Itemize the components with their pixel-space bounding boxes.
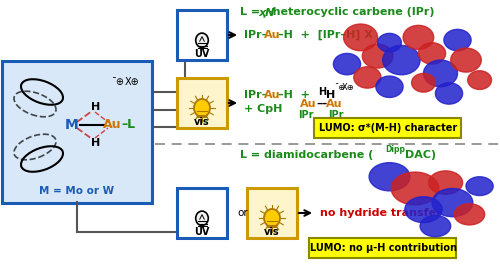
Text: LUMO: no μ-H contribution: LUMO: no μ-H contribution xyxy=(310,243,456,253)
Text: DAC): DAC) xyxy=(405,150,436,160)
Text: Au: Au xyxy=(300,99,316,109)
Text: IPr–: IPr– xyxy=(244,90,267,100)
Text: L =: L = xyxy=(240,7,264,17)
Ellipse shape xyxy=(264,209,280,227)
Text: H: H xyxy=(92,102,100,112)
Text: + CpH: + CpH xyxy=(244,104,282,114)
Circle shape xyxy=(391,172,439,205)
Circle shape xyxy=(403,25,434,49)
Circle shape xyxy=(405,197,442,223)
Circle shape xyxy=(450,48,482,72)
Text: Au: Au xyxy=(103,119,121,132)
FancyBboxPatch shape xyxy=(314,118,461,138)
Text: or: or xyxy=(238,208,248,218)
Text: Dipp: Dipp xyxy=(385,144,405,154)
Circle shape xyxy=(420,215,450,237)
Text: -heterocyclic carbene (IPr): -heterocyclic carbene (IPr) xyxy=(268,7,434,17)
Text: L = diamidocarbene (: L = diamidocarbene ( xyxy=(240,150,373,160)
Circle shape xyxy=(376,76,403,97)
Circle shape xyxy=(369,163,410,191)
Text: vis: vis xyxy=(194,117,210,127)
Circle shape xyxy=(362,44,393,68)
Text: M = Mo or W: M = Mo or W xyxy=(40,186,115,196)
Text: H: H xyxy=(326,90,335,100)
Text: no hydride transfer: no hydride transfer xyxy=(320,208,442,218)
Text: IPr: IPr xyxy=(298,110,314,120)
Text: UV: UV xyxy=(194,227,210,237)
Text: Au: Au xyxy=(326,99,342,109)
Text: –H  +  [IPr–H] X: –H + [IPr–H] X xyxy=(278,30,373,40)
Text: ¯⊕: ¯⊕ xyxy=(334,83,345,92)
Text: Au: Au xyxy=(264,90,280,100)
Ellipse shape xyxy=(196,211,208,226)
Circle shape xyxy=(424,60,458,87)
Text: X⊕: X⊕ xyxy=(124,77,140,87)
Circle shape xyxy=(344,24,378,51)
Text: vis: vis xyxy=(264,227,280,237)
Circle shape xyxy=(354,67,381,88)
Circle shape xyxy=(444,29,471,51)
Circle shape xyxy=(432,189,473,217)
Text: ҳN: ҳN xyxy=(258,7,274,17)
Circle shape xyxy=(412,73,436,92)
Text: X⊕: X⊕ xyxy=(342,83,355,92)
FancyBboxPatch shape xyxy=(309,238,456,258)
FancyBboxPatch shape xyxy=(177,188,227,238)
Circle shape xyxy=(418,43,446,64)
Text: LUMO: σ*(M-H) character: LUMO: σ*(M-H) character xyxy=(319,123,457,133)
Text: ¯⊕: ¯⊕ xyxy=(112,77,124,87)
Text: –H  +: –H + xyxy=(278,90,310,100)
Circle shape xyxy=(454,204,484,225)
Circle shape xyxy=(466,177,493,195)
FancyBboxPatch shape xyxy=(2,61,152,203)
Ellipse shape xyxy=(196,33,208,48)
Circle shape xyxy=(382,45,420,75)
Circle shape xyxy=(436,83,462,104)
Circle shape xyxy=(428,171,462,194)
Circle shape xyxy=(334,53,360,75)
Text: –L: –L xyxy=(121,119,135,132)
FancyBboxPatch shape xyxy=(177,10,227,60)
Text: ––: –– xyxy=(316,99,327,109)
FancyBboxPatch shape xyxy=(247,188,297,238)
Ellipse shape xyxy=(194,99,210,117)
Text: H: H xyxy=(92,138,100,148)
Circle shape xyxy=(378,33,402,52)
Text: H: H xyxy=(318,87,326,97)
Text: M: M xyxy=(65,118,79,132)
Circle shape xyxy=(468,71,491,89)
Text: Au: Au xyxy=(264,30,280,40)
Text: IPr–: IPr– xyxy=(244,30,267,40)
Text: IPr: IPr xyxy=(328,110,344,120)
Text: UV: UV xyxy=(194,49,210,59)
FancyBboxPatch shape xyxy=(177,78,227,128)
